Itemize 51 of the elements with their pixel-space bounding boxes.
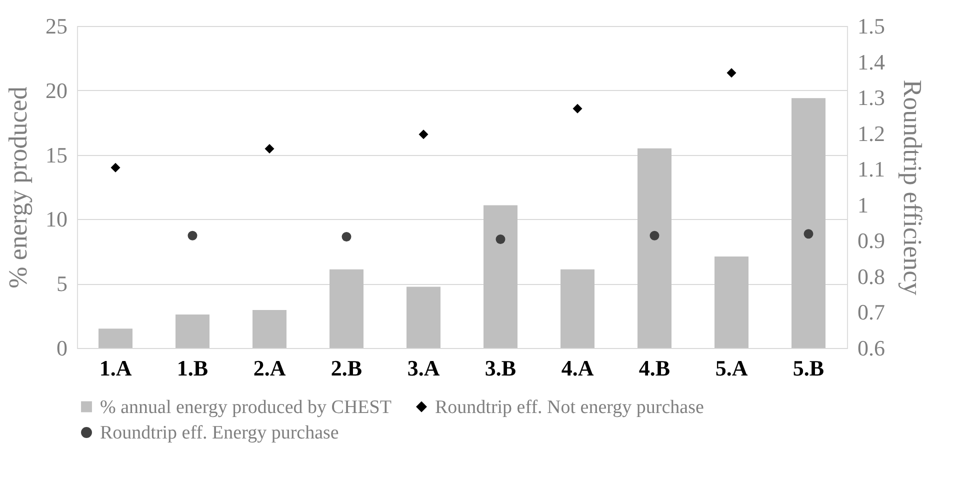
legend-label: Roundtrip eff. Not energy purchase: [435, 396, 704, 418]
y2-tick-label: 0.9: [858, 228, 885, 254]
x-tick-label: 2.A: [253, 356, 286, 380]
bar: [98, 328, 132, 348]
bar: [252, 310, 286, 348]
y2-tick-label: 1.1: [858, 156, 885, 182]
y2-tick-label: 1.4: [858, 49, 885, 74]
y-tick-label: 10: [46, 206, 68, 232]
bar: [484, 205, 518, 348]
point: [342, 232, 352, 242]
x-tick-label: 3.A: [407, 356, 440, 380]
y-tick-label: 20: [46, 78, 68, 103]
point: [110, 162, 120, 172]
x-tick-label: 3.B: [484, 356, 516, 380]
y2-tick-label: 1.2: [858, 120, 885, 146]
y-axis-title: % energy produced: [4, 86, 32, 288]
legend-label: % annual energy produced by CHEST: [100, 396, 392, 418]
bar: [560, 269, 594, 348]
y2-tick-label: 1.5: [858, 14, 885, 38]
bar: [176, 314, 210, 348]
point: [572, 104, 582, 114]
bar: [638, 148, 672, 348]
y2-axis-title: Roundtrip efficiency: [898, 80, 927, 296]
bar: [330, 269, 364, 348]
y-tick-label: 0: [56, 336, 68, 360]
y2-tick-label: 1: [858, 192, 868, 218]
point: [496, 234, 506, 244]
y-tick-label: 5: [56, 271, 68, 296]
point: [188, 230, 198, 240]
point: [264, 144, 274, 154]
bar: [714, 256, 748, 348]
x-tick-label: 4.B: [638, 356, 670, 380]
y2-tick-label: 1.3: [858, 85, 885, 110]
y-tick-label: 25: [46, 14, 68, 38]
point: [726, 68, 736, 78]
point: [804, 229, 814, 239]
x-tick-label: 5.A: [715, 356, 748, 380]
point: [418, 130, 428, 140]
point: [650, 230, 660, 240]
x-tick-label: 2.B: [330, 356, 362, 380]
y2-tick-label: 0.6: [858, 336, 885, 360]
bar: [406, 286, 440, 348]
x-tick-label: 4.A: [561, 356, 594, 380]
y-tick-label: 15: [46, 142, 68, 168]
legend-label: Roundtrip eff. Energy purchase: [100, 422, 339, 444]
y2-tick-label: 0.8: [858, 264, 885, 289]
x-tick-label: 1.B: [176, 356, 208, 380]
y2-tick-label: 0.7: [858, 300, 885, 325]
x-tick-label: 5.B: [792, 356, 824, 380]
bar: [792, 98, 826, 348]
x-tick-label: 1.A: [99, 356, 132, 380]
